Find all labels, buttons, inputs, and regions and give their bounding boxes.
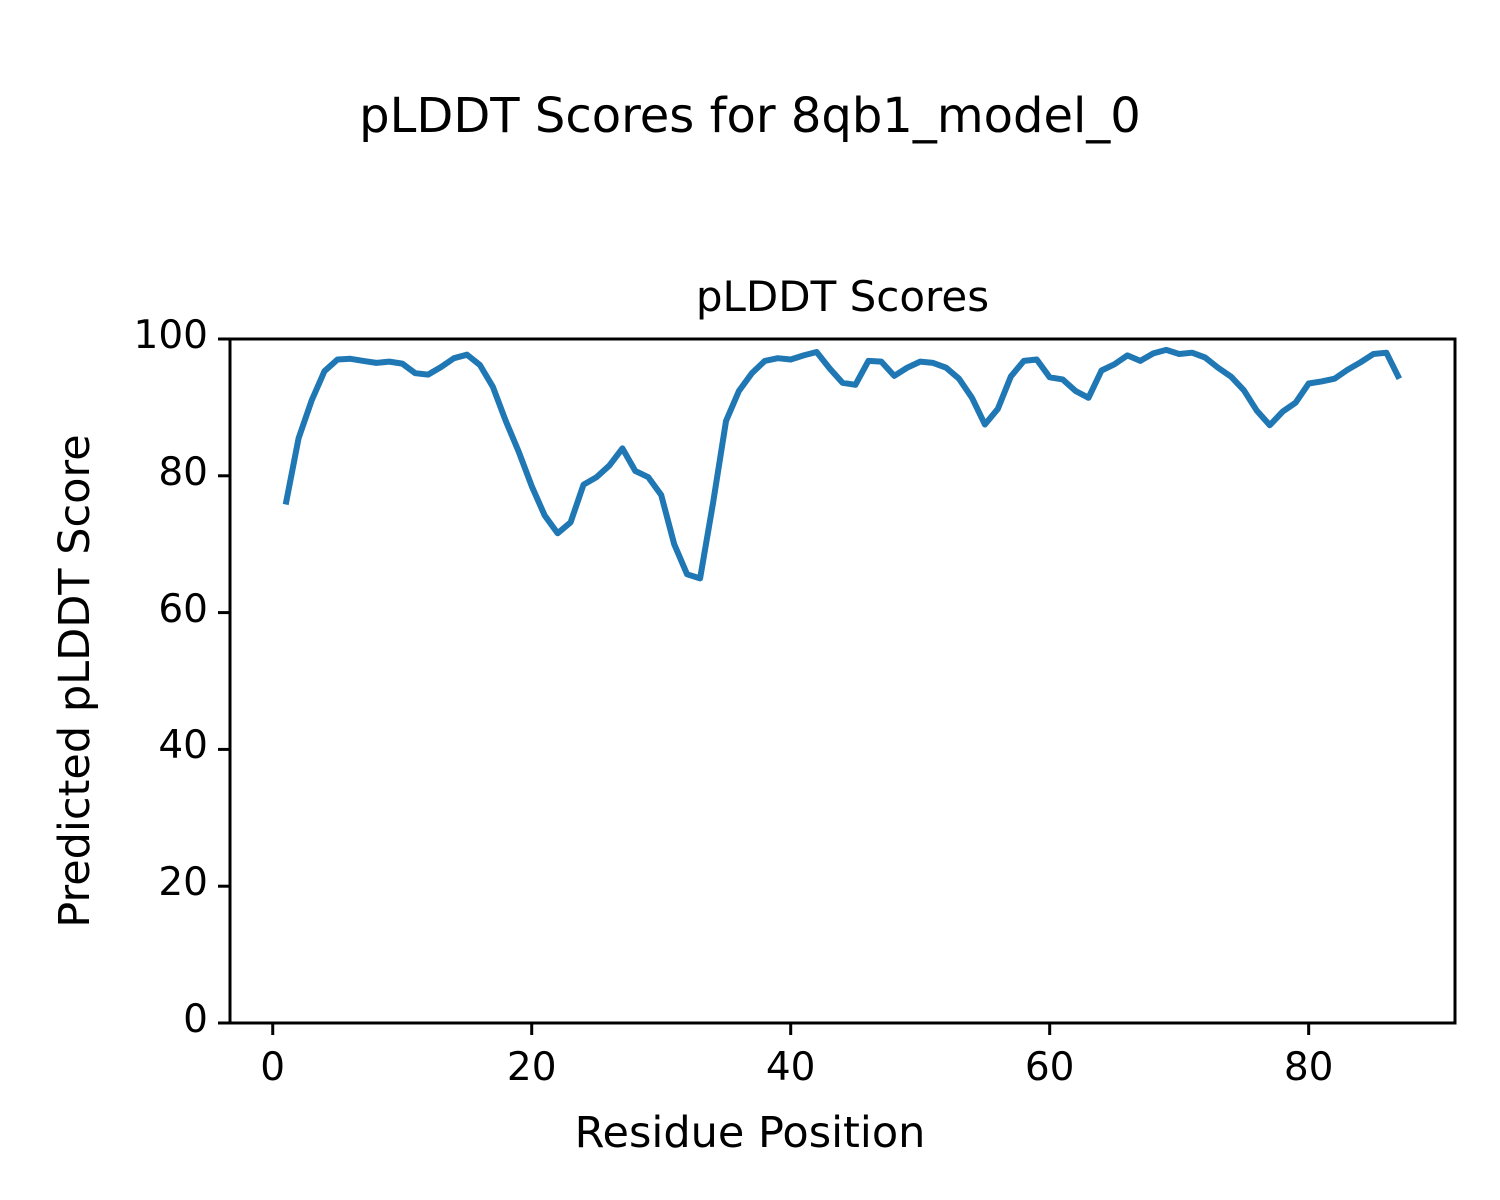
- y-tick-label: 0: [183, 997, 208, 1042]
- x-tick-label: 0: [260, 1045, 286, 1090]
- axes-title: pLDDT Scores: [695, 272, 990, 321]
- y-tick-label: 60: [158, 586, 208, 632]
- y-tick-label: 40: [158, 723, 208, 769]
- y-tick-label: 80: [158, 449, 208, 495]
- x-tick-label: 80: [1283, 1045, 1334, 1090]
- x-axis-label: Residue Position: [574, 1108, 926, 1158]
- axes-spines: [228, 337, 1457, 1025]
- y-tick-label: 20: [158, 860, 208, 906]
- y-tick-label: 100: [133, 313, 208, 358]
- x-tick-label: 20: [506, 1045, 557, 1090]
- plddt-series-line: [282, 346, 1402, 582]
- x-tick-label: 40: [765, 1045, 816, 1090]
- x-tick-label: 60: [1024, 1045, 1075, 1090]
- figure-suptitle: pLDDT Scores for 8qb1_model_0: [359, 88, 1141, 144]
